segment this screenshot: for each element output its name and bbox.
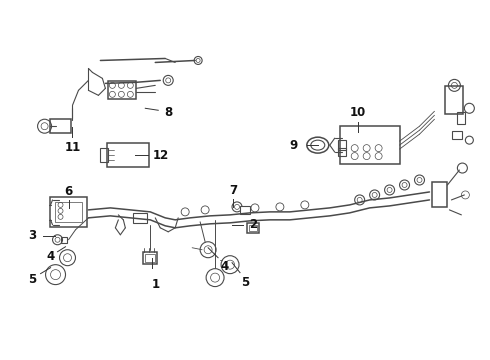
Bar — [145, 254, 155, 262]
Text: 1: 1 — [151, 278, 159, 291]
Text: 3: 3 — [28, 229, 37, 242]
Bar — [340, 126, 399, 164]
Bar — [49, 119, 72, 133]
Bar — [54, 202, 82, 222]
Bar — [445, 86, 464, 114]
Text: 10: 10 — [349, 106, 366, 119]
Bar — [338, 140, 346, 150]
Text: 5: 5 — [28, 273, 37, 286]
Bar — [249, 225, 257, 231]
Bar — [108, 81, 136, 99]
Bar — [107, 143, 149, 167]
Text: 11: 11 — [64, 141, 81, 154]
Bar — [133, 213, 147, 223]
Bar — [61, 237, 67, 243]
Bar — [49, 197, 87, 227]
Bar — [452, 131, 463, 139]
Bar — [457, 112, 465, 124]
Bar — [338, 148, 346, 156]
Text: 6: 6 — [64, 185, 73, 198]
Text: 7: 7 — [229, 184, 237, 197]
Text: 5: 5 — [241, 276, 249, 289]
Text: 4: 4 — [221, 260, 229, 273]
Text: 4: 4 — [47, 250, 55, 263]
Bar — [143, 252, 157, 264]
Bar — [100, 148, 108, 162]
Bar — [432, 183, 447, 207]
Text: 2: 2 — [249, 218, 257, 231]
Bar — [247, 223, 259, 233]
Text: 9: 9 — [290, 139, 298, 152]
Text: 12: 12 — [153, 149, 170, 162]
Text: 8: 8 — [164, 106, 172, 119]
Bar — [240, 206, 250, 214]
